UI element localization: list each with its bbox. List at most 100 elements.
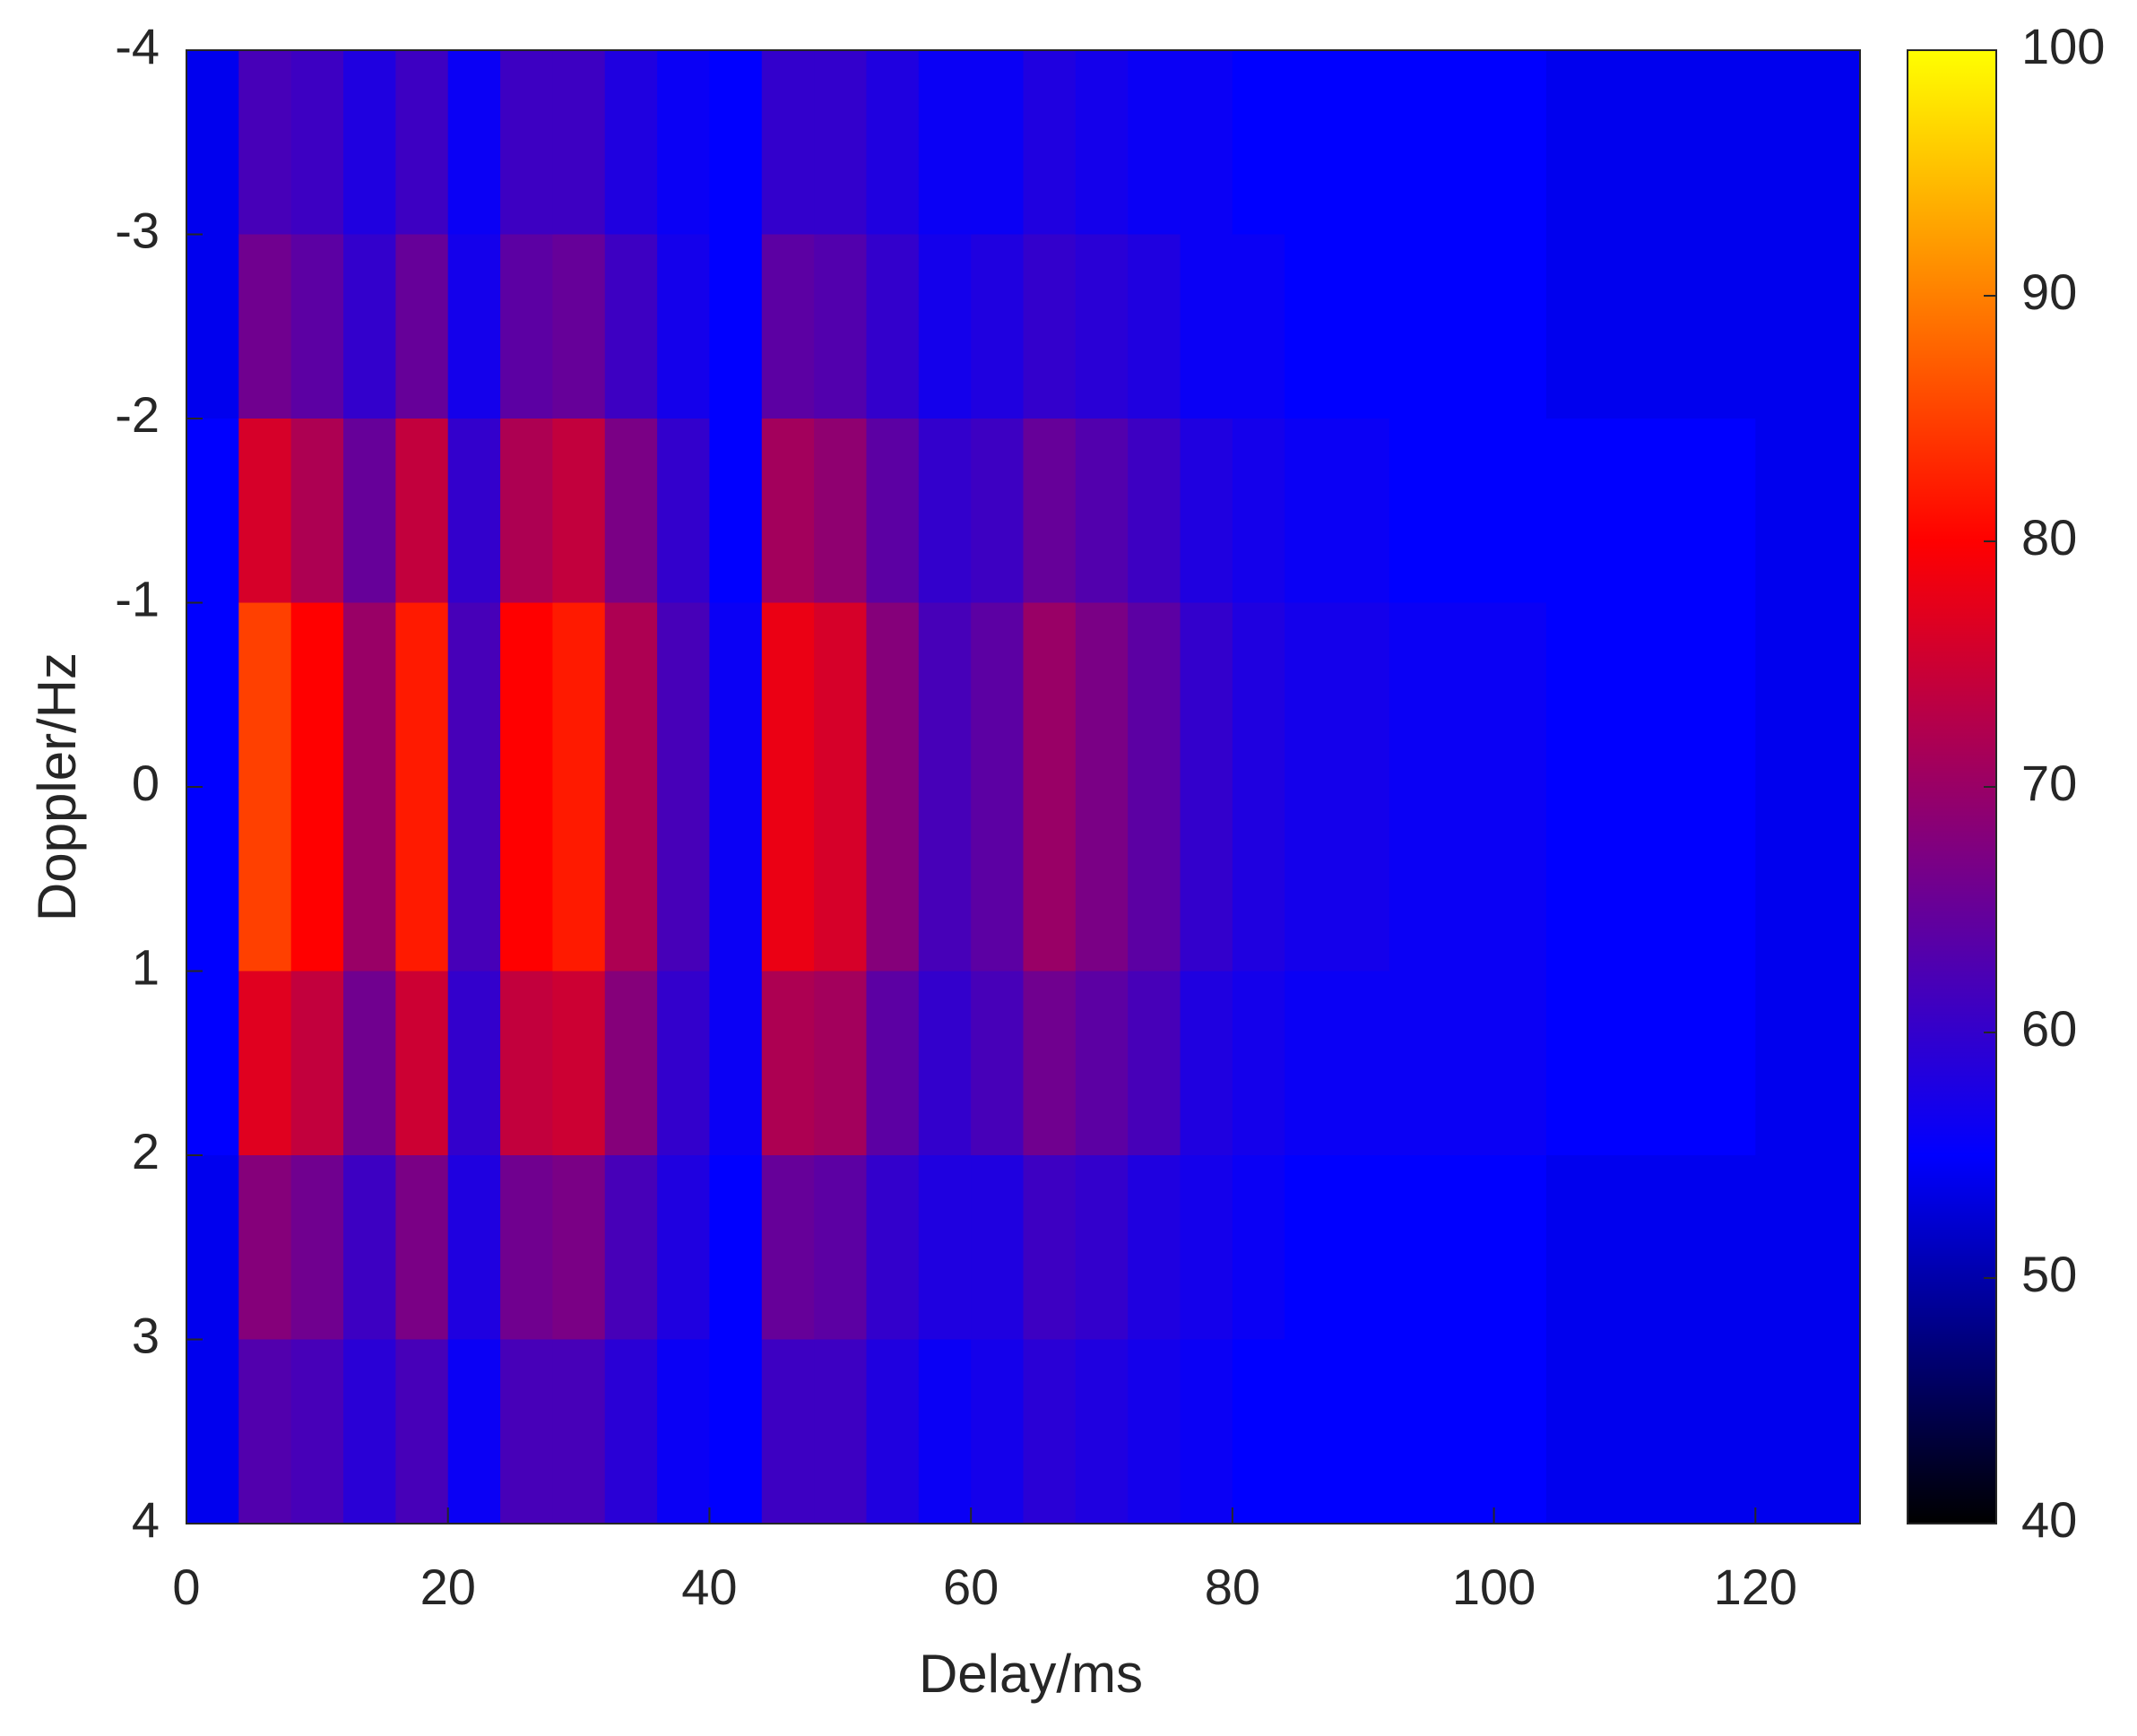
heat-cell — [1807, 1155, 1861, 1340]
heat-cell — [238, 1339, 292, 1524]
heat-cell — [761, 787, 815, 972]
heat-cell — [1598, 787, 1652, 972]
heat-cell — [1285, 787, 1338, 972]
heat-cell — [447, 971, 501, 1156]
heat-cell — [761, 419, 815, 603]
colorbar — [1907, 49, 1997, 1524]
heat-cell — [971, 971, 1024, 1156]
heat-cell — [1232, 1339, 1285, 1524]
x-tick-label: 20 — [420, 1559, 476, 1615]
heat-cell — [1180, 1339, 1233, 1524]
heat-cell — [1598, 971, 1652, 1156]
heat-cell — [709, 234, 763, 419]
heat-cell — [447, 602, 501, 788]
heat-cell — [343, 234, 396, 419]
heat-cell — [814, 1155, 867, 1340]
heat-cell — [1337, 1155, 1390, 1340]
heat-cell — [814, 50, 867, 235]
heat-cell — [1128, 602, 1181, 788]
heat-cell — [761, 1339, 815, 1524]
heat-cell — [866, 971, 920, 1156]
heat-cell — [1337, 787, 1390, 972]
heat-cell — [971, 1339, 1024, 1524]
heat-cell — [1285, 50, 1338, 235]
heat-cell — [1337, 234, 1390, 419]
heat-cell — [1807, 602, 1861, 788]
heat-cell — [395, 234, 449, 419]
heat-cell — [238, 1155, 292, 1340]
x-tick-label: 100 — [1452, 1559, 1536, 1615]
heat-cell — [500, 1155, 553, 1340]
heat-cell — [1755, 1155, 1809, 1340]
x-tick-label: 40 — [681, 1559, 737, 1615]
heat-cell — [1337, 50, 1390, 235]
heat-cell — [604, 50, 658, 235]
heat-cell — [186, 50, 239, 235]
heat-cell — [1075, 1155, 1129, 1340]
heat-cell — [1389, 234, 1442, 419]
heat-cell — [709, 1155, 763, 1340]
heat-cell — [866, 1155, 920, 1340]
heat-cell — [1598, 50, 1652, 235]
heat-cell — [604, 1339, 658, 1524]
heat-cell — [1807, 1339, 1861, 1524]
y-tick-label: 1 — [132, 938, 160, 995]
heat-cell — [1702, 602, 1756, 788]
heat-cell — [657, 50, 710, 235]
heat-cell — [1702, 234, 1756, 419]
heat-cell — [1232, 971, 1285, 1156]
heat-cell — [290, 50, 344, 235]
heat-cell — [1075, 971, 1129, 1156]
heat-cell — [552, 419, 606, 603]
heat-cell — [1023, 971, 1077, 1156]
colorbar-tick-label: 60 — [2021, 1000, 2077, 1057]
heat-cell — [1545, 787, 1599, 972]
heat-cell — [1232, 1155, 1285, 1340]
y-axis-label: Doppler/Hz — [27, 652, 87, 921]
heat-cell — [709, 50, 763, 235]
heat-cell — [918, 1155, 972, 1340]
heat-cell — [1441, 1155, 1495, 1340]
heat-cell — [1180, 971, 1233, 1156]
heat-cell — [866, 234, 920, 419]
heat-cell — [1285, 1155, 1338, 1340]
y-tick-label: 3 — [132, 1307, 160, 1363]
heat-cell — [1807, 419, 1861, 603]
colorbar-tick-label: 40 — [2021, 1491, 2077, 1548]
x-axis-label: Delay/ms — [919, 1644, 1143, 1704]
heat-cell — [1389, 971, 1442, 1156]
heat-cell — [290, 419, 344, 603]
heat-cell — [343, 50, 396, 235]
heat-cell — [290, 787, 344, 972]
heat-cell — [918, 234, 972, 419]
colorbar-tick-label: 80 — [2021, 509, 2077, 566]
heat-cell — [186, 419, 239, 603]
heat-cell — [395, 1339, 449, 1524]
heat-cell — [290, 1339, 344, 1524]
heat-cell — [814, 1339, 867, 1524]
heat-cell — [1545, 1155, 1599, 1340]
heat-cell — [238, 602, 292, 788]
heat-cell — [1389, 419, 1442, 603]
heat-cell — [918, 1339, 972, 1524]
heat-cell — [447, 50, 501, 235]
heat-cell — [761, 234, 815, 419]
heat-cell — [186, 234, 239, 419]
heat-cell — [1807, 787, 1861, 972]
heat-cell — [1441, 971, 1495, 1156]
heat-cell — [1545, 602, 1599, 788]
heat-cell — [1441, 419, 1495, 603]
heat-cell — [657, 1155, 710, 1340]
heat-cell — [1128, 1339, 1181, 1524]
heat-cell — [1337, 971, 1390, 1156]
heat-cell — [1180, 602, 1233, 788]
heat-cell — [290, 1155, 344, 1340]
heat-cell — [1389, 1155, 1442, 1340]
heat-cell — [1389, 787, 1442, 972]
x-tick-label: 0 — [172, 1559, 200, 1615]
x-tick-label: 120 — [1714, 1559, 1797, 1615]
heat-cell — [1180, 787, 1233, 972]
heat-cell — [447, 1155, 501, 1340]
heat-cell — [1389, 50, 1442, 235]
heat-cell — [290, 234, 344, 419]
